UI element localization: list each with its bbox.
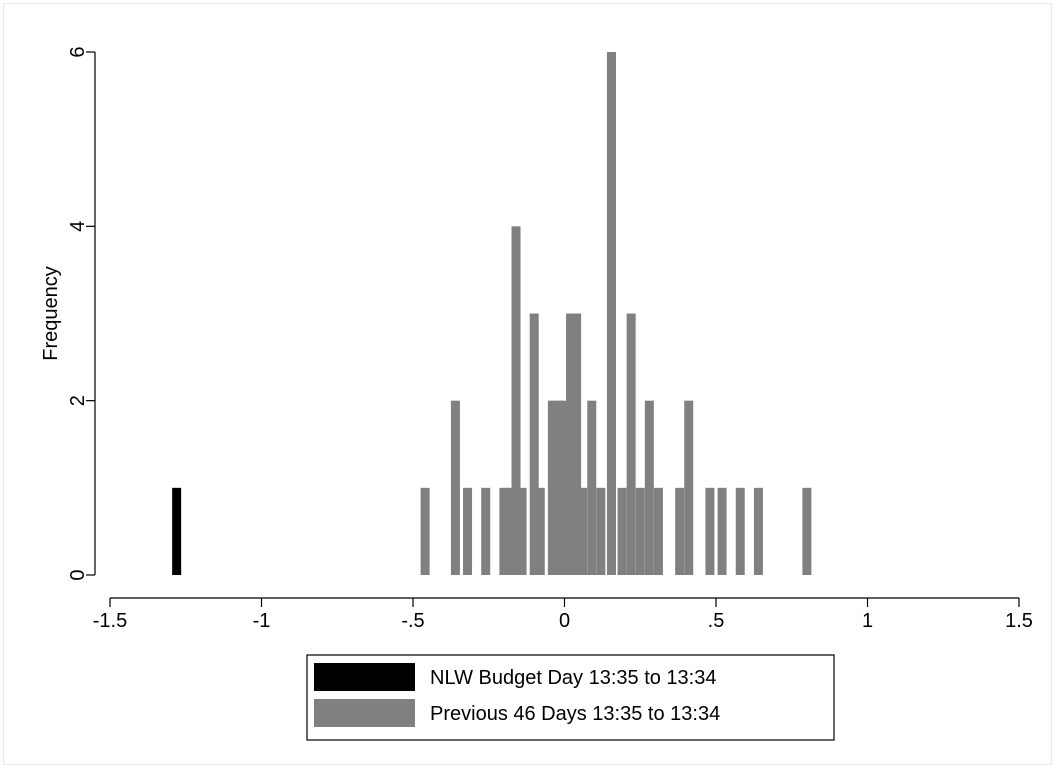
bar-series-1-28 [735, 487, 745, 575]
y-tick-label-1: 2 [67, 395, 89, 406]
y-tick-label-3: 6 [67, 46, 89, 57]
bar-series-1-8 [529, 313, 539, 575]
bar-series-1-22 [644, 400, 654, 575]
bar-series-1-21 [635, 487, 645, 575]
y-axis-title: Frequency [40, 266, 62, 361]
legend-label-0: NLW Budget Day 13:35 to 13:34 [430, 667, 716, 689]
bar-series-1-27 [717, 487, 727, 575]
bar-series-1-20 [626, 313, 636, 575]
bar-series-1-1 [450, 400, 460, 575]
bar-series-0-0 [172, 487, 182, 575]
bar-series-1-11 [553, 400, 563, 575]
bar-series-1-19 [617, 487, 627, 575]
bar-series-1-18 [606, 52, 616, 575]
bar-series-1-16 [587, 400, 597, 575]
bar-series-1-3 [481, 487, 491, 575]
bar-series-1-12 [560, 400, 569, 575]
bar-series-1-15 [578, 487, 588, 575]
bar-series-1-26 [705, 487, 715, 575]
legend-swatch-0 [314, 663, 415, 691]
chart-frame [3, 3, 1052, 765]
x-tick-label-4: .5 [708, 610, 725, 632]
y-tick-label-0: 0 [67, 569, 89, 580]
bar-series-1-24 [675, 487, 685, 575]
bar-series-1-17 [596, 487, 606, 575]
bar-series-1-7 [517, 487, 527, 575]
bar-series-1-29 [753, 487, 763, 575]
bar-series-1-0 [420, 487, 430, 575]
bar-series-1-13 [566, 313, 576, 575]
legend-label-1: Previous 46 Days 13:35 to 13:34 [430, 703, 720, 725]
bar-series-1-9 [535, 487, 545, 575]
bar-series-1-6 [511, 226, 521, 575]
bar-series-1-2 [463, 487, 473, 575]
legend-swatch-1 [314, 699, 415, 727]
plot-area [172, 52, 812, 575]
x-tick-label-3: 0 [559, 610, 570, 632]
x-tick-label-0: -1.5 [93, 610, 127, 632]
bar-series-1-10 [547, 400, 557, 575]
x-tick-label-6: 1.5 [1005, 610, 1033, 632]
y-tick-label-2: 4 [67, 221, 89, 232]
x-tick-label-1: -1 [253, 610, 271, 632]
axes: 0 2 4 6 -1.5 -1 -.5 0 .5 1 1.5 Frequency [40, 46, 1033, 632]
bar-series-1-14 [572, 313, 582, 575]
bar-series-1-25 [684, 400, 694, 575]
bar-series-1-5 [505, 487, 515, 575]
bar-series-1-30 [802, 487, 812, 575]
bar-series-1-23 [653, 487, 663, 575]
x-tick-label-5: 1 [862, 610, 873, 632]
legend: NLW Budget Day 13:35 to 13:34 Previous 46… [306, 654, 835, 741]
bar-series-1-4 [499, 487, 509, 575]
x-tick-label-2: -.5 [401, 610, 424, 632]
